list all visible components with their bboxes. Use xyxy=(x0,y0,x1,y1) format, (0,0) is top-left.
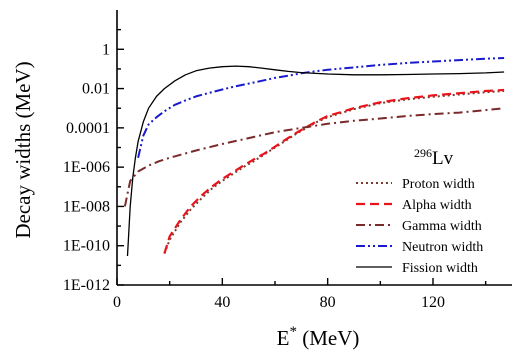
x-tick-label-0: 0 xyxy=(113,294,121,311)
x-axis-label-sup: * xyxy=(289,324,297,340)
legend-label-2: Gamma width xyxy=(402,219,482,234)
nucleus-mass-number: 296 xyxy=(414,146,432,160)
series-layer xyxy=(123,57,505,257)
nucleus-symbol: Lv xyxy=(432,148,454,169)
y-axis-label: Decay widths (MeV) xyxy=(11,61,35,238)
nucleus-annotation: 296Lv xyxy=(414,146,454,169)
x-axis-label-unit: (MeV) xyxy=(297,326,359,350)
series-line-neutron-width xyxy=(137,57,505,159)
y-tick-label-4: 1E-008 xyxy=(63,198,110,215)
x-tick-label-2: 80 xyxy=(320,294,336,311)
x-axis-label-main: E xyxy=(277,326,290,350)
y-tick-label-5: 1E-010 xyxy=(63,238,110,255)
x-axis-label: E* (MeV) xyxy=(277,324,360,350)
ticks-layer: 0 40 80 120 1 0.01 0.0001 1E-006 1E-008 1E-010 1E-… xyxy=(63,28,487,311)
y-tick-label-3: 1E-006 xyxy=(63,159,110,176)
y-tick-label-6: 1E-012 xyxy=(63,277,110,294)
x-tick-label-3: 120 xyxy=(421,294,445,311)
y-tick-label-1: 0.01 xyxy=(82,81,110,98)
y-tick-label-2: 0.0001 xyxy=(66,120,110,137)
series-line-fission-width xyxy=(126,65,505,257)
legend-label-4: Fission width xyxy=(402,261,478,276)
legend-label-3: Neutron width xyxy=(402,240,483,255)
legend: Proton width Alpha width Gamma width Neutro… xyxy=(356,177,483,276)
legend-label-0: Proton width xyxy=(402,177,475,192)
y-tick-label-0: 1 xyxy=(102,41,110,58)
legend-label-1: Alpha width xyxy=(402,198,472,213)
x-tick-label-1: 40 xyxy=(214,294,230,311)
